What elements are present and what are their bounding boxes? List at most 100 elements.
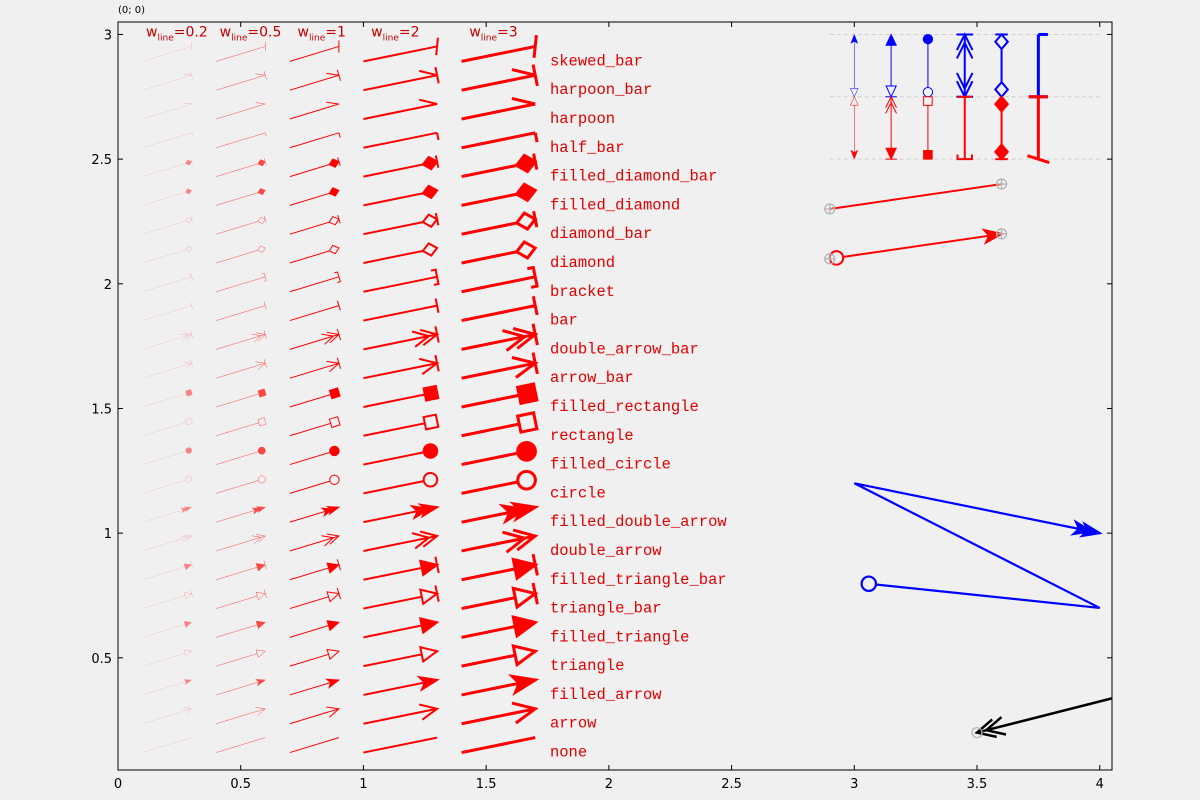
arrow-harpoon_bar-w4-shaft: [461, 73, 536, 92]
arrow-filled_triangle-w1: [216, 620, 266, 638]
arrow-bar-w0-end-head-bar: [190, 302, 193, 309]
arrow-arrow_bar-w3: [363, 354, 440, 380]
arrow-filled_double_arrow-w3-end-head-2: [409, 504, 432, 521]
arrow-triangle_bar-w1-end-head-bar: [263, 589, 267, 598]
arrow-arrow_bar-w1: [216, 358, 267, 379]
arrow-harpoon_bar-w2-shaft: [289, 74, 340, 91]
arrow-filled_rectangle-w1: [216, 388, 267, 408]
arrow-arrow-w2-end-head: [326, 706, 341, 718]
arrow-filled_diamond_bar-w1: [216, 158, 267, 177]
arrow-filled_triangle_bar-w1-end-head: [255, 563, 266, 572]
arrow-half_bar-w4: [461, 131, 539, 150]
arrow-filled_arrow-w4: [461, 674, 540, 697]
arrow-diamond-w0-end-head: [185, 246, 192, 252]
arrow-filled_diamond_bar-w0: [142, 158, 193, 177]
arrow-arrow_bar-w0-end-head-bar: [190, 359, 193, 367]
arrow-triangle_bar-w4-end-head-bar: [531, 582, 539, 605]
style-label-harpoon: harpoon: [550, 110, 615, 128]
blue-polyline: [853, 482, 1101, 610]
arrow-filled_diamond_bar-w1-end-head-bar: [264, 158, 267, 165]
arrow-filled_rectangle-w1-shaft: [216, 391, 266, 408]
y-tick-label: 2.5: [91, 153, 112, 168]
arrow-double_arrow_bar-w0-end-head-2: [180, 334, 189, 342]
arrow-filled_double_arrow-w0-end-head: [183, 506, 193, 513]
arrow-filled_rectangle-w3-end-head: [422, 384, 440, 402]
arrow-double_arrow_bar-w3-end-head-2: [411, 330, 432, 348]
arrow-double_arrow-w2: [289, 533, 340, 552]
vertical-blue-2-start-head: [922, 86, 934, 98]
vertical-red-5: [1027, 95, 1050, 164]
arrow-filled_diamond-w1-shaft: [216, 190, 266, 206]
arrow-half_bar-w2-shaft: [289, 132, 340, 149]
arrow-harpoon_bar-w0-end-head: [183, 73, 192, 76]
arrow-filled_diamond-w3: [363, 184, 439, 207]
black-line: [974, 697, 1112, 739]
arrow-double_arrow_bar-w3-shaft: [363, 333, 438, 351]
arrow-diamond_bar-w4-end-head-bar: [532, 210, 539, 228]
vertical-red-4-start-head: [993, 95, 1010, 113]
arrow-filled_diamond-w0-end-head: [185, 188, 192, 195]
arrow-arrow-w3-end-head: [418, 703, 440, 721]
arrow-filled_triangle_bar-w4: [461, 553, 539, 582]
arrow-filled_diamond_bar-w4: [461, 153, 539, 179]
sample-line-0-shaft: [829, 183, 1002, 210]
arrow-filled_arrow-w1-end-head: [254, 679, 266, 687]
arrow-triangle_bar-w0: [142, 590, 193, 609]
arrow-filled_triangle-w3-end-head: [419, 617, 440, 635]
arrow-bar-w1: [216, 301, 267, 321]
arrow-filled_diamond_bar-w0-end-head: [185, 159, 192, 166]
arrow-half_bar-w0-shaft: [142, 132, 192, 148]
arrow-double_arrow-w4-end-head: [512, 528, 539, 552]
arrow-bracket-w4-shaft: [461, 275, 536, 294]
arrow-harpoon-w3-end-head: [418, 98, 438, 105]
arrow-skewed_bar-w3: [363, 37, 439, 63]
arrow-diamond-w3: [363, 242, 439, 264]
arrow-arrow-w2-shaft: [289, 708, 340, 725]
arrow-harpoon_bar-w4-end-head-bar: [531, 64, 539, 87]
arrow-filled_triangle_bar-w2-end-head-bar: [336, 559, 342, 571]
arrow-arrow-w3: [363, 703, 440, 725]
arrow-double_arrow-w2-shaft: [289, 535, 340, 552]
arrow-double_arrow-w3: [363, 530, 440, 552]
arrow-diamond_bar-w1: [216, 215, 267, 235]
arrow-arrow_bar-w4-shaft: [461, 361, 536, 380]
vertical-blue-1-start-head: [885, 85, 897, 98]
arrow-filled_circle-w1: [216, 446, 266, 465]
arrow-triangle-w2-end-head: [326, 648, 341, 661]
arrow-rectangle-w0: [142, 417, 193, 436]
arrow-filled_triangle_bar-w2-end-head: [326, 562, 341, 574]
arrow-double_arrow_bar-w0: [142, 330, 193, 350]
arrow-rectangle-w1-end-head: [257, 417, 267, 427]
arrow-filled_triangle-w0-shaft: [142, 622, 192, 638]
arrow-triangle_bar-w2: [289, 587, 342, 610]
arrow-filled_circle-w0: [142, 447, 192, 465]
arrow-rectangle-w2: [289, 416, 341, 437]
arrow-double_arrow-w3-end-head-2: [411, 532, 432, 550]
arrow-double_arrow_bar-w4: [461, 323, 539, 352]
arrow-triangle_bar-w2-end-head: [326, 591, 341, 603]
arrow-filled_diamond_bar-w0-shaft: [142, 161, 192, 177]
column-header-3: wline=2: [371, 24, 419, 43]
arrow-diamond-w0: [142, 246, 192, 264]
arrow-bracket-w2: [289, 271, 342, 293]
arrow-style-grid: [142, 34, 540, 755]
x-tick-label: 0.5: [230, 777, 251, 792]
arrow-circle-w1-shaft: [216, 478, 266, 494]
arrow-filled_triangle_bar-w1-end-head-bar: [263, 560, 267, 570]
style-label-filled_rectangle: filled_rectangle: [550, 398, 699, 416]
arrow-filled_diamond_bar-w2: [289, 157, 341, 178]
style-label-triangle: triangle: [550, 657, 624, 675]
arrow-skewed_bar-w2: [289, 40, 340, 62]
arrow-filled_double_arrow-w1-end-head-2: [251, 507, 262, 515]
arrow-rectangle-w4-end-head: [515, 411, 539, 434]
arrow-double_arrow-w1-shaft: [216, 535, 266, 552]
vertical-red-4: [993, 95, 1010, 161]
column-header-4: wline=3: [469, 24, 517, 43]
arrow-filled_double_arrow-w0-shaft: [142, 507, 192, 523]
arrow-triangle-w4-end-head: [511, 643, 539, 668]
vertical-red-2: [923, 96, 933, 160]
arrow-harpoon_bar-w3: [363, 66, 440, 92]
arrow-filled_rectangle-w0: [142, 389, 193, 408]
arrow-diamond_bar-w4: [461, 210, 539, 236]
arrow-harpoon_bar-w1: [216, 70, 267, 91]
